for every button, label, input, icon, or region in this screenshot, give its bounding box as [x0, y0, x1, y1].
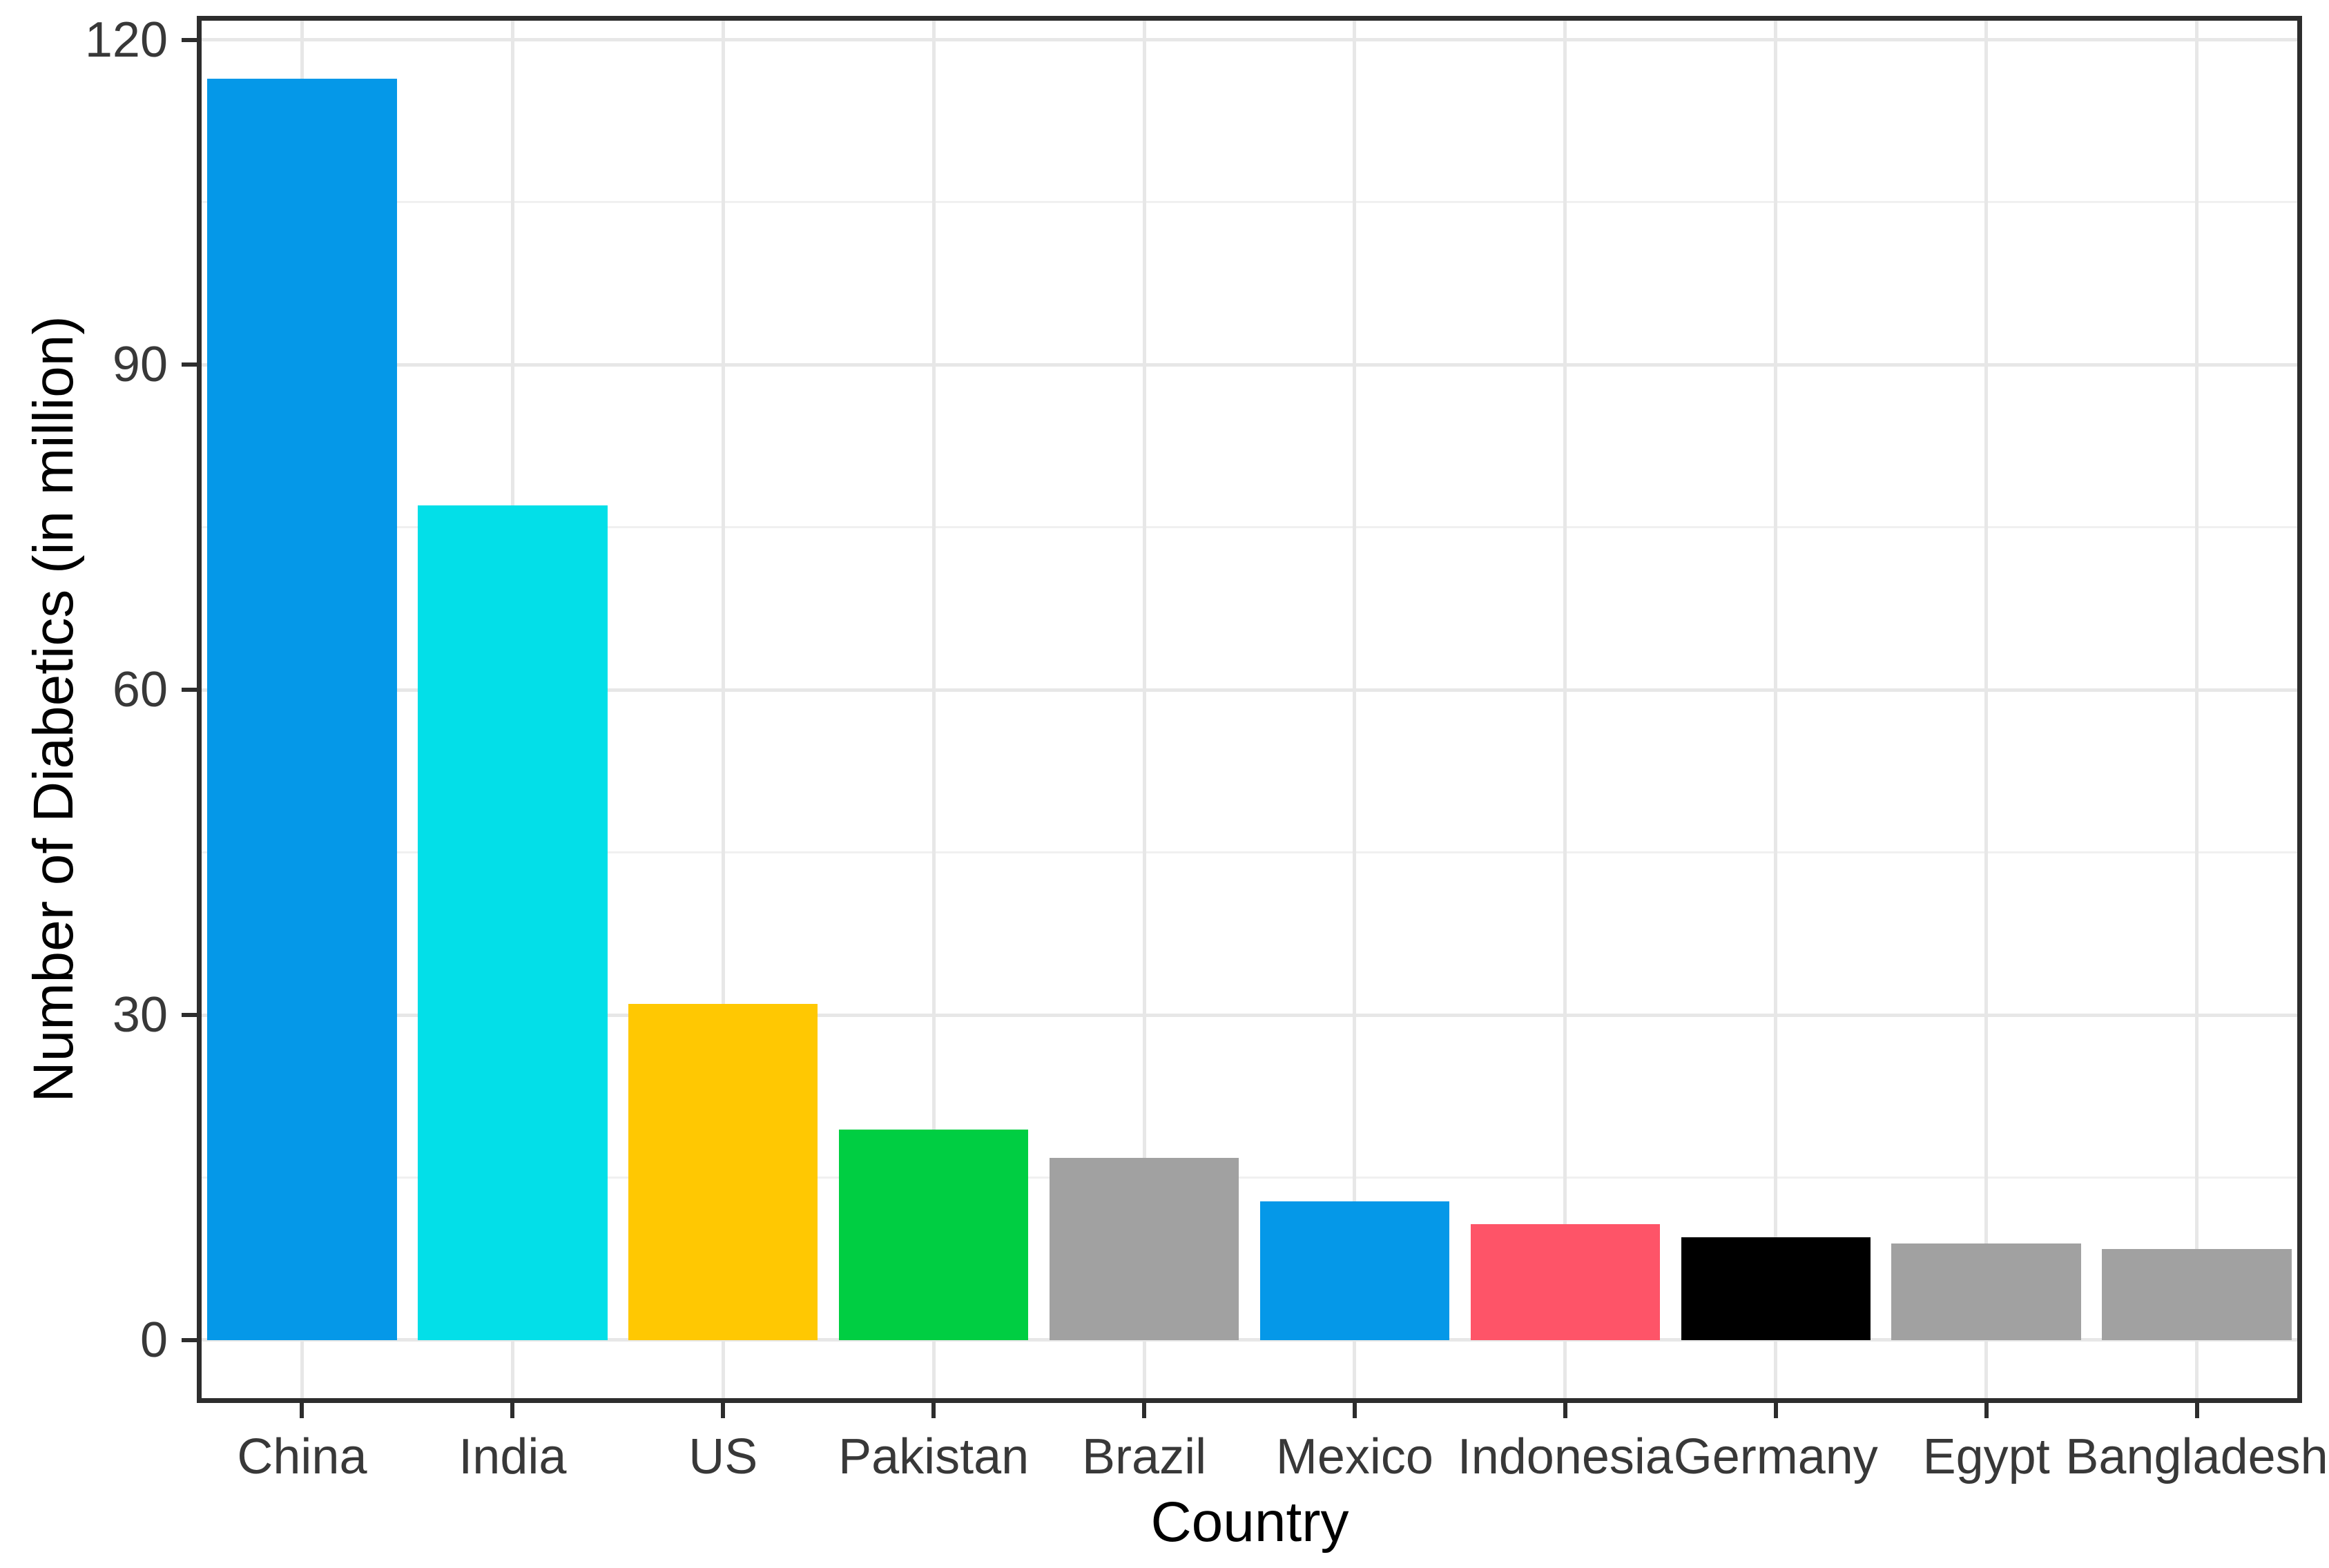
x-tick-indonesia — [1563, 1403, 1567, 1418]
x-tick-mexico — [1352, 1403, 1357, 1418]
y-tick-label-30: 30 — [112, 987, 168, 1043]
y-tick-90 — [182, 362, 197, 367]
y-axis-title: Number of Diabetics (in million) — [22, 316, 85, 1103]
bar-brazil — [1049, 1158, 1239, 1340]
gridline-major-y-30 — [197, 1013, 2302, 1017]
x-tick-label-bangladesh: Bangladesh — [2065, 1429, 2328, 1484]
gridline-major-y-60 — [197, 688, 2302, 692]
y-tick-label-90: 90 — [112, 337, 168, 393]
bar-china — [207, 79, 397, 1340]
gridline-major-x-egypt — [1984, 16, 1989, 1403]
bar-indonesia — [1470, 1224, 1661, 1340]
gridline-major-x-us — [721, 16, 725, 1403]
gridline-major-x-brazil — [1142, 16, 1146, 1403]
y-tick-label-120: 120 — [84, 12, 168, 68]
gridline-major-x-mexico — [1353, 16, 1357, 1403]
bar-us — [628, 1004, 818, 1340]
x-tick-egypt — [1984, 1403, 1989, 1418]
y-tick-60 — [182, 688, 197, 693]
gridline-minor-y-75 — [197, 526, 2302, 529]
x-tick-germany — [1773, 1403, 1778, 1418]
x-tick-label-egypt: Egypt — [1922, 1429, 2050, 1484]
x-tick-brazil — [1142, 1403, 1147, 1418]
x-tick-pakistan — [931, 1403, 936, 1418]
x-tick-label-pakistan: Pakistan — [838, 1429, 1030, 1484]
bar-egypt — [1891, 1243, 2081, 1340]
x-tick-label-mexico: Mexico — [1275, 1429, 1433, 1484]
bar-india — [418, 505, 608, 1340]
gridline-major-y-90 — [197, 362, 2302, 367]
y-tick-label-60: 60 — [112, 662, 168, 718]
bar-mexico — [1259, 1201, 1450, 1340]
plot-panel — [197, 16, 2302, 1403]
y-tick-label-0: 0 — [139, 1312, 168, 1368]
gridline-major-y-120 — [197, 38, 2302, 42]
gridline-major-x-indonesia — [1563, 16, 1567, 1403]
x-tick-label-us: US — [688, 1429, 758, 1484]
x-tick-china — [300, 1403, 305, 1418]
bars-layer — [197, 16, 2302, 1403]
bar-pakistan — [838, 1130, 1029, 1340]
gridline-major-x-bangladesh — [2195, 16, 2199, 1403]
gridline-minor-y-105 — [197, 201, 2302, 204]
y-tick-120 — [182, 37, 197, 42]
gridline-minor-y-15 — [197, 1177, 2302, 1179]
x-tick-india — [510, 1403, 515, 1418]
gridline-major-x-germany — [1774, 16, 1778, 1403]
gridline-major-x-pakistan — [931, 16, 936, 1403]
y-tick-0 — [182, 1337, 197, 1342]
x-tick-label-india: India — [458, 1429, 567, 1484]
x-tick-bangladesh — [2194, 1403, 2199, 1418]
x-tick-label-brazil: Brazil — [1082, 1429, 1207, 1484]
y-tick-30 — [182, 1013, 197, 1018]
gridline-major-y-0 — [197, 1338, 2302, 1342]
x-tick-label-china: China — [237, 1429, 367, 1484]
x-tick-label-indonesia: Indonesia — [1457, 1429, 1673, 1484]
bar-germany — [1681, 1237, 1871, 1340]
x-tick-us — [721, 1403, 726, 1418]
x-tick-label-germany: Germany — [1673, 1429, 1878, 1484]
x-axis-title: Country — [1150, 1491, 1349, 1554]
bar-bangladesh — [2102, 1249, 2292, 1340]
gridline-minor-y-45 — [197, 851, 2302, 854]
